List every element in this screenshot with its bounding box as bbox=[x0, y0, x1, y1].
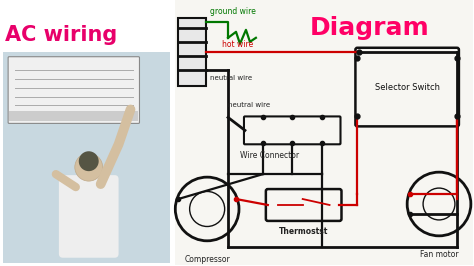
Bar bbox=[1, 0, 175, 265]
FancyBboxPatch shape bbox=[8, 57, 139, 123]
Text: Compressor: Compressor bbox=[184, 255, 230, 264]
FancyBboxPatch shape bbox=[59, 175, 118, 258]
Text: Fan motor: Fan motor bbox=[419, 250, 458, 259]
Bar bbox=[3, 52, 170, 263]
Text: Diagram: Diagram bbox=[310, 16, 429, 40]
Bar bbox=[9, 111, 138, 121]
Text: hot wire: hot wire bbox=[222, 40, 253, 49]
Circle shape bbox=[407, 172, 471, 236]
Circle shape bbox=[75, 153, 103, 181]
FancyBboxPatch shape bbox=[356, 48, 459, 126]
Text: neutral wire: neutral wire bbox=[228, 102, 270, 109]
Text: Thermostst: Thermostst bbox=[279, 227, 328, 236]
Circle shape bbox=[190, 192, 225, 226]
Text: Selector Switch: Selector Switch bbox=[374, 82, 440, 92]
Bar bbox=[175, 0, 473, 265]
Circle shape bbox=[423, 188, 455, 220]
Text: neutral wire: neutral wire bbox=[210, 74, 252, 81]
Text: AC wiring: AC wiring bbox=[5, 25, 118, 45]
FancyBboxPatch shape bbox=[244, 117, 340, 144]
Circle shape bbox=[175, 177, 239, 241]
FancyBboxPatch shape bbox=[178, 18, 206, 86]
Circle shape bbox=[79, 151, 99, 171]
Text: Wire Connector: Wire Connector bbox=[240, 151, 299, 160]
Text: ground wire: ground wire bbox=[210, 7, 256, 16]
FancyBboxPatch shape bbox=[266, 189, 341, 221]
